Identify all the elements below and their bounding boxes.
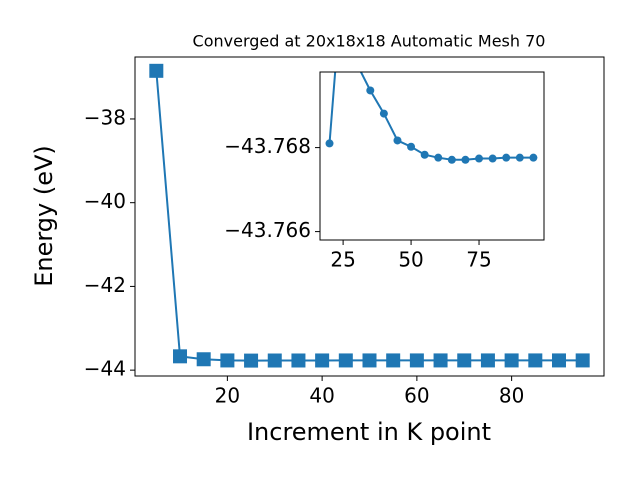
- x-tick-label: 50: [398, 248, 423, 272]
- data-marker: [475, 154, 484, 163]
- data-line: [328, 72, 534, 161]
- x-tick-label: 80: [499, 384, 524, 408]
- x-tick-label: 20: [215, 384, 240, 408]
- y-tick-label: −42: [84, 273, 126, 297]
- y-tick-label: −38: [84, 105, 126, 129]
- data-marker: [244, 353, 259, 368]
- data-marker: [379, 109, 388, 118]
- data-marker: [528, 353, 543, 368]
- y-axis-label: Energy (eV): [30, 145, 58, 287]
- plot-frame: [319, 71, 545, 241]
- data-marker: [291, 353, 306, 368]
- data-marker: [267, 353, 282, 368]
- data-marker: [220, 353, 235, 368]
- data-marker: [529, 153, 538, 162]
- data-marker: [362, 353, 377, 368]
- plot-layer: [325, 72, 538, 164]
- x-tick-label: 75: [466, 248, 491, 272]
- data-marker: [393, 136, 402, 145]
- data-marker: [409, 353, 424, 368]
- plot-frame: [134, 56, 605, 377]
- data-marker: [488, 154, 497, 163]
- plot-layer: [149, 63, 590, 368]
- y-tick-label: −44: [84, 357, 126, 381]
- data-marker: [407, 142, 416, 151]
- data-marker: [325, 139, 334, 148]
- data-marker: [173, 349, 188, 364]
- data-marker: [366, 86, 375, 95]
- data-marker: [551, 353, 566, 368]
- data-marker: [149, 63, 164, 78]
- x-tick-label: 60: [404, 384, 429, 408]
- y-tick-label: −43.766: [224, 218, 311, 242]
- y-tick-label: −43.768: [224, 134, 311, 158]
- x-tick-label: 25: [330, 248, 355, 272]
- x-tick-label: 40: [309, 384, 334, 408]
- y-tick-label: −40: [84, 189, 126, 213]
- data-marker: [461, 155, 470, 164]
- data-marker: [447, 155, 456, 164]
- data-marker: [386, 353, 401, 368]
- data-marker: [420, 150, 429, 159]
- data-marker: [480, 353, 495, 368]
- data-marker: [315, 353, 330, 368]
- data-marker: [196, 352, 211, 367]
- data-marker: [575, 353, 590, 368]
- chart-title: Converged at 20x18x18 Automatic Mesh 70: [193, 32, 546, 51]
- data-marker: [502, 153, 511, 162]
- data-marker: [434, 153, 443, 162]
- data-marker: [457, 353, 472, 368]
- data-marker: [515, 153, 524, 162]
- data-marker: [338, 353, 353, 368]
- data-marker: [433, 353, 448, 368]
- x-axis-label: Increment in K point: [247, 418, 491, 446]
- data-marker: [504, 353, 519, 368]
